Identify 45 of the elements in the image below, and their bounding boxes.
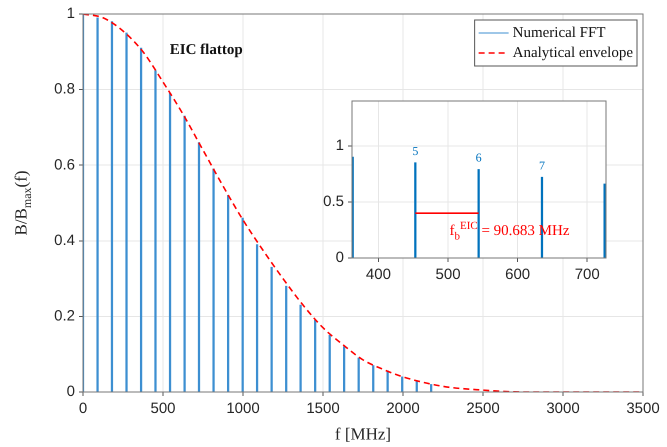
- x-tick-label: 2000: [386, 400, 420, 418]
- bar: [342, 346, 346, 392]
- text: EIC flattop: [170, 42, 243, 58]
- x-tick-label: 2500: [466, 400, 500, 418]
- bar: [242, 218, 244, 392]
- x-tick-label: 500: [436, 266, 461, 284]
- y-axis-title: B/Bmax(f): [11, 170, 34, 236]
- x-tick-label: 1500: [306, 400, 340, 418]
- x-tick-label: 600: [505, 266, 530, 284]
- x-tick-label: 1000: [226, 400, 260, 418]
- bar: [285, 286, 288, 392]
- x-tick-label: 500: [150, 400, 176, 418]
- bar: [430, 384, 432, 392]
- x-axis-title: f [MHz]: [334, 424, 392, 444]
- y-tick-label: 0.4: [54, 232, 75, 249]
- bar: [386, 370, 389, 392]
- y-tick-label: 0.8: [54, 80, 75, 98]
- line-series: [83, 14, 643, 392]
- y-tick-label: 0.2: [54, 308, 75, 325]
- bar: [414, 162, 416, 258]
- x-tick-label: 700: [574, 266, 600, 284]
- bar: [314, 320, 316, 392]
- bar: [401, 376, 404, 392]
- x-tick-label: 3000: [546, 400, 580, 418]
- bar: [372, 365, 374, 392]
- bar: [270, 266, 273, 392]
- bar: [478, 169, 480, 258]
- y-tick-label: 1: [66, 5, 75, 22]
- legend-label: Numerical FFT: [512, 24, 606, 41]
- annotation: 7: [538, 158, 545, 172]
- y-tick-label: 0.6: [54, 156, 75, 174]
- x-tick-label: 0: [78, 400, 88, 418]
- bar: [226, 195, 230, 392]
- y-tick-label: 0: [66, 383, 75, 400]
- legend-label: Analytical envelope: [512, 44, 634, 61]
- bar: [416, 380, 418, 392]
- y-tick-label: 0.5: [323, 193, 344, 210]
- bar: [358, 358, 360, 392]
- bar: [328, 334, 331, 392]
- annotation: 5: [412, 144, 418, 158]
- annotation: 6: [476, 150, 482, 165]
- y-tick-label: 1: [336, 137, 344, 154]
- x-tick-label: 3500: [626, 400, 660, 418]
- y-tick-label: 0: [336, 249, 344, 266]
- x-tick-label: 400: [366, 266, 391, 284]
